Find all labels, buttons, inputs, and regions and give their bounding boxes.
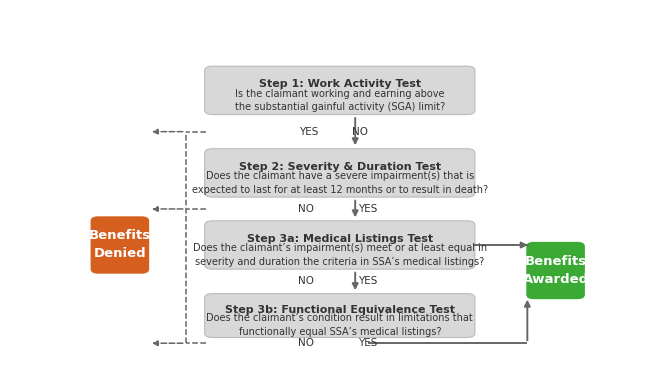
Text: NO: NO [352,127,369,136]
Text: NO: NO [298,204,314,214]
FancyArrowPatch shape [154,207,183,211]
FancyBboxPatch shape [205,294,475,337]
FancyArrowPatch shape [353,200,358,215]
Text: NO: NO [298,338,314,348]
FancyBboxPatch shape [526,242,585,299]
Text: Does the claimant have a severe impairment(s) that is
expected to last for at le: Does the claimant have a severe impairme… [192,171,488,195]
Text: NO: NO [298,277,314,286]
Text: Does the claimant’s impairment(s) meet or at least equal in
severity and duratio: Does the claimant’s impairment(s) meet o… [193,243,487,267]
Text: Step 1: Work Activity Test: Step 1: Work Activity Test [259,79,421,89]
Text: Step 3a: Medical Listings Test: Step 3a: Medical Listings Test [247,234,433,244]
Text: Step 2: Severity & Duration Test: Step 2: Severity & Duration Test [239,162,441,172]
FancyArrowPatch shape [353,273,358,288]
FancyArrowPatch shape [353,118,358,143]
FancyBboxPatch shape [205,149,475,197]
Text: YES: YES [299,127,319,136]
FancyBboxPatch shape [205,66,475,115]
Text: Step 3b: Functional Equivalence Test: Step 3b: Functional Equivalence Test [225,305,455,315]
Text: YES: YES [359,204,378,214]
FancyArrowPatch shape [154,341,183,346]
Text: YES: YES [359,338,378,348]
FancyArrowPatch shape [525,302,530,340]
Text: Does the claimant’s condition result in limitations that
functionally equal SSA’: Does the claimant’s condition result in … [206,313,473,337]
Text: Is the claimant working and earning above
the substantial gainful activity (SGA): Is the claimant working and earning abov… [235,89,445,112]
FancyArrowPatch shape [154,129,183,134]
FancyBboxPatch shape [205,221,475,269]
Text: Benefits
Denied: Benefits Denied [89,229,151,261]
Text: YES: YES [359,277,378,286]
Text: Benefits
Awarded: Benefits Awarded [522,255,589,286]
FancyBboxPatch shape [91,216,149,274]
FancyArrowPatch shape [520,243,528,248]
